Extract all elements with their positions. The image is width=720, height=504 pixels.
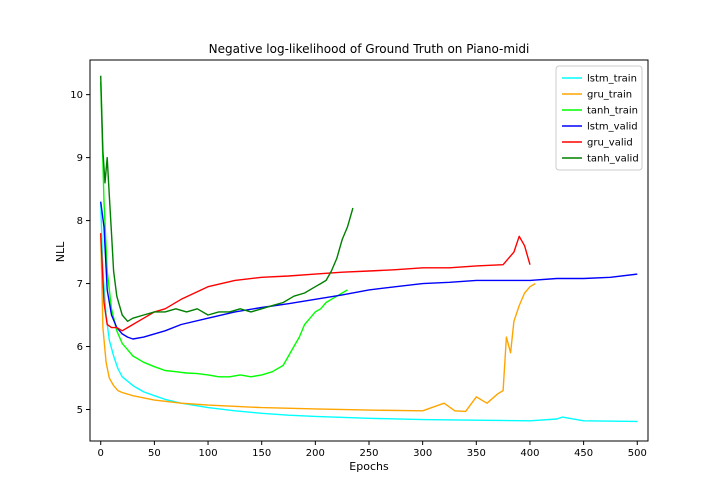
legend-label: lstm_train bbox=[587, 74, 637, 85]
x-tick-label: 300 bbox=[413, 448, 432, 459]
legend-label: tanh_train bbox=[587, 106, 638, 117]
x-axis-label: Epochs bbox=[349, 460, 389, 473]
y-tick-label: 7 bbox=[77, 279, 83, 290]
series-line-lstm-valid bbox=[100, 201, 638, 340]
chart-title: Negative log-likelihood of Ground Truth … bbox=[209, 42, 530, 56]
x-tick-label: 450 bbox=[574, 448, 593, 459]
series-line-tanh-train bbox=[100, 81, 348, 378]
x-tick-label: 350 bbox=[467, 448, 486, 459]
series-line-gru-valid bbox=[100, 233, 531, 332]
y-tick-label: 8 bbox=[77, 216, 83, 227]
x-tick-label: 0 bbox=[98, 448, 104, 459]
series-line-tanh-valid bbox=[100, 75, 354, 322]
x-tick-label: 100 bbox=[198, 448, 217, 459]
series-line-lstm-train bbox=[100, 201, 638, 423]
x-axis: 0 50 100 150 200 250 300 350 400 450 500 bbox=[98, 441, 647, 459]
legend-label: tanh_valid bbox=[587, 154, 639, 165]
y-tick-label: 5 bbox=[77, 405, 83, 416]
legend-box bbox=[555, 65, 643, 171]
y-tick-label: 10 bbox=[70, 90, 83, 101]
legend-label: lstm_valid bbox=[587, 122, 638, 133]
legend: lstm_train gru_train tanh_train lstm_validg… bbox=[555, 65, 643, 171]
y-axis-label: NLL bbox=[54, 241, 67, 262]
x-tick-label: 50 bbox=[148, 448, 161, 459]
y-axis: 5 6 7 8 9 10 bbox=[70, 90, 90, 416]
x-tick-label: 400 bbox=[520, 448, 539, 459]
series-layer bbox=[100, 75, 638, 423]
y-tick-label: 6 bbox=[77, 342, 83, 353]
legend-label: gru_valid bbox=[587, 138, 633, 149]
series-line-gru-train bbox=[100, 233, 536, 413]
x-tick-label: 250 bbox=[359, 448, 378, 459]
y-tick-label: 9 bbox=[77, 153, 83, 164]
legend-label: gru_train bbox=[587, 90, 632, 101]
x-tick-label: 500 bbox=[628, 448, 647, 459]
x-tick-label: 200 bbox=[306, 448, 325, 459]
x-tick-label: 150 bbox=[252, 448, 271, 459]
